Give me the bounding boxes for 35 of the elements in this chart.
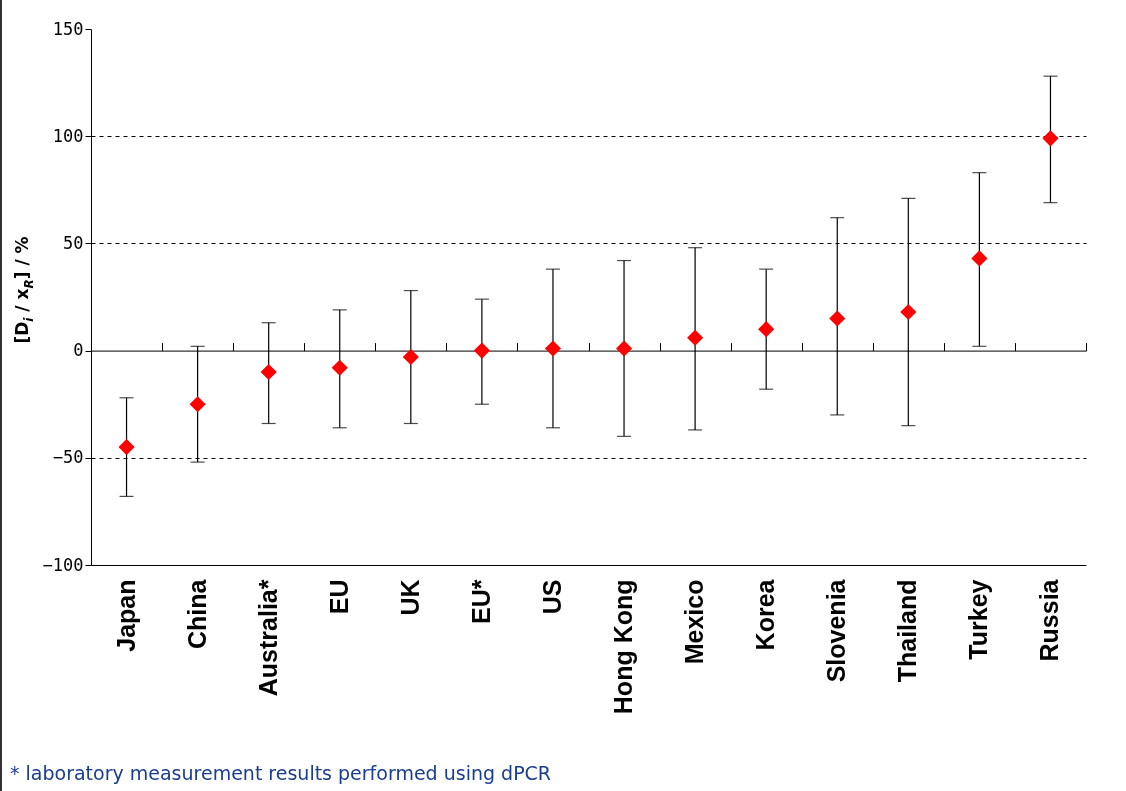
point	[473, 342, 490, 359]
x-tick-label: EU*	[466, 579, 495, 624]
point	[331, 359, 348, 376]
x-tick-label: Hong Kong	[609, 579, 638, 715]
x-tick-label: Korea	[751, 578, 780, 651]
x-tick-label: Turkey	[964, 579, 993, 660]
x-tick-label: UK	[395, 579, 424, 616]
y-tick-label: −50	[52, 447, 84, 468]
point	[260, 363, 277, 381]
point	[971, 250, 988, 267]
point	[829, 310, 846, 327]
y-tick-label: −100	[42, 554, 84, 575]
x-tick-label: China	[182, 578, 211, 649]
x-tick-label: Slovenia	[822, 578, 851, 683]
point	[118, 439, 135, 456]
x-tick-label: Thailand	[893, 579, 922, 683]
x-tick-label: Japan	[111, 579, 140, 652]
point	[900, 303, 917, 321]
point	[544, 340, 562, 357]
x-tick-label: EU	[324, 579, 353, 615]
point	[1042, 130, 1059, 147]
point	[758, 321, 775, 338]
x-tick-label: Mexico	[680, 579, 709, 665]
x-tick-label: Russia	[1035, 578, 1064, 662]
point	[402, 348, 419, 366]
x-tick-label: US	[537, 579, 566, 615]
y-tick-label: 0	[73, 340, 84, 361]
point	[189, 396, 206, 413]
x-tick-label: Australia*	[253, 579, 282, 697]
y-tick-label: 150	[52, 18, 84, 39]
y-tick-label: 50	[63, 232, 84, 253]
y-tick-label: 100	[52, 125, 84, 146]
text: * laboratory measurement results performed using dPCR	[10, 762, 552, 784]
point	[687, 329, 704, 346]
point	[615, 340, 633, 357]
